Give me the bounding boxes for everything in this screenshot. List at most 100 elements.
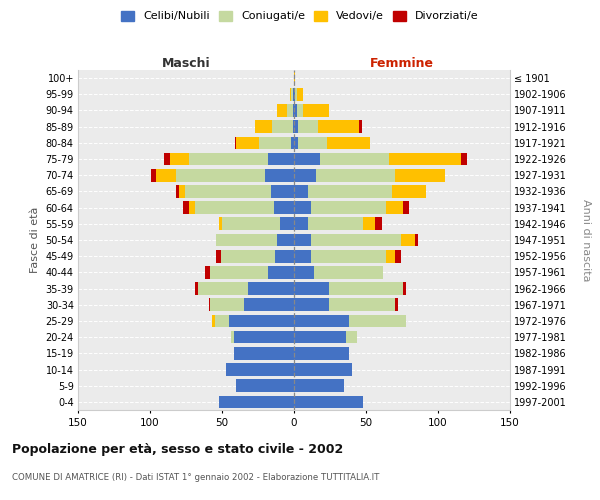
Bar — [415, 234, 418, 246]
Bar — [272, 120, 293, 133]
Bar — [311, 202, 386, 214]
Bar — [151, 169, 156, 181]
Bar — [297, 88, 302, 101]
Bar — [293, 88, 294, 101]
Bar — [255, 120, 272, 133]
Bar — [320, 152, 389, 166]
Bar — [401, 234, 415, 246]
Bar — [268, 266, 294, 278]
Legend: Celibi/Nubili, Coniugati/e, Vedovi/e, Divorziati/e: Celibi/Nubili, Coniugati/e, Vedovi/e, Di… — [121, 10, 479, 22]
Bar — [294, 396, 363, 408]
Bar — [395, 298, 398, 311]
Bar — [211, 266, 268, 278]
Bar — [294, 169, 316, 181]
Bar — [275, 250, 294, 262]
Bar — [215, 314, 229, 328]
Bar — [294, 72, 295, 85]
Bar — [233, 347, 294, 360]
Bar — [189, 202, 194, 214]
Y-axis label: Fasce di età: Fasce di età — [30, 207, 40, 273]
Bar — [294, 298, 329, 311]
Bar — [236, 380, 294, 392]
Bar — [395, 169, 445, 181]
Bar — [294, 363, 352, 376]
Bar — [194, 202, 274, 214]
Bar — [164, 152, 170, 166]
Bar — [211, 298, 244, 311]
Bar — [329, 298, 395, 311]
Bar — [236, 136, 259, 149]
Bar — [308, 218, 363, 230]
Y-axis label: Anni di nascita: Anni di nascita — [581, 198, 591, 281]
Bar — [294, 331, 346, 344]
Bar — [230, 331, 233, 344]
Bar — [359, 120, 362, 133]
Bar — [349, 314, 406, 328]
Bar — [461, 152, 467, 166]
Bar — [176, 185, 179, 198]
Bar — [259, 136, 291, 149]
Bar — [392, 185, 427, 198]
Bar — [294, 234, 311, 246]
Bar — [280, 218, 294, 230]
Bar — [294, 136, 298, 149]
Bar — [205, 266, 211, 278]
Bar — [274, 202, 294, 214]
Bar — [327, 136, 370, 149]
Bar — [294, 88, 295, 101]
Bar — [298, 120, 319, 133]
Bar — [294, 185, 308, 198]
Bar — [235, 136, 236, 149]
Bar — [395, 250, 401, 262]
Bar — [293, 120, 294, 133]
Bar — [302, 104, 329, 117]
Bar — [265, 169, 294, 181]
Bar — [197, 282, 248, 295]
Bar — [183, 202, 189, 214]
Bar — [291, 136, 294, 149]
Bar — [244, 298, 294, 311]
Bar — [156, 169, 176, 181]
Bar — [294, 202, 311, 214]
Bar — [248, 282, 294, 295]
Bar — [311, 234, 401, 246]
Text: Maschi: Maschi — [161, 57, 211, 70]
Bar — [185, 185, 271, 198]
Bar — [403, 282, 406, 295]
Bar — [271, 185, 294, 198]
Bar — [179, 185, 185, 198]
Bar — [189, 152, 268, 166]
Bar — [363, 218, 374, 230]
Bar — [403, 202, 409, 214]
Bar — [298, 136, 327, 149]
Bar — [294, 380, 344, 392]
Bar — [212, 314, 215, 328]
Bar — [374, 218, 382, 230]
Bar — [294, 282, 329, 295]
Bar — [221, 250, 275, 262]
Bar — [294, 152, 320, 166]
Bar — [216, 250, 221, 262]
Bar — [316, 169, 395, 181]
Bar — [295, 88, 297, 101]
Bar — [293, 104, 294, 117]
Bar — [386, 202, 403, 214]
Bar — [176, 169, 265, 181]
Bar — [294, 218, 308, 230]
Bar — [268, 152, 294, 166]
Bar — [329, 282, 403, 295]
Bar — [308, 185, 392, 198]
Bar — [170, 152, 189, 166]
Bar — [346, 331, 358, 344]
Bar — [294, 250, 311, 262]
Bar — [294, 104, 297, 117]
Bar — [277, 104, 287, 117]
Text: COMUNE DI AMATRICE (RI) - Dati ISTAT 1° gennaio 2002 - Elaborazione TUTTITALIA.I: COMUNE DI AMATRICE (RI) - Dati ISTAT 1° … — [12, 472, 379, 482]
Bar — [294, 120, 298, 133]
Bar — [233, 331, 294, 344]
Bar — [277, 234, 294, 246]
Bar — [219, 218, 222, 230]
Bar — [222, 218, 280, 230]
Bar — [229, 314, 294, 328]
Bar — [216, 234, 277, 246]
